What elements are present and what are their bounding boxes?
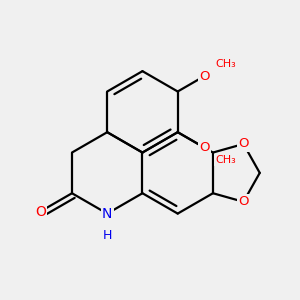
- Text: CH₃: CH₃: [215, 155, 236, 165]
- Text: O: O: [35, 205, 46, 218]
- Text: H: H: [103, 230, 112, 242]
- Text: O: O: [238, 137, 249, 151]
- Text: CH₃: CH₃: [215, 59, 236, 69]
- Text: O: O: [199, 141, 209, 154]
- Text: O: O: [199, 70, 209, 83]
- Text: N: N: [102, 207, 112, 220]
- Text: O: O: [238, 195, 249, 208]
